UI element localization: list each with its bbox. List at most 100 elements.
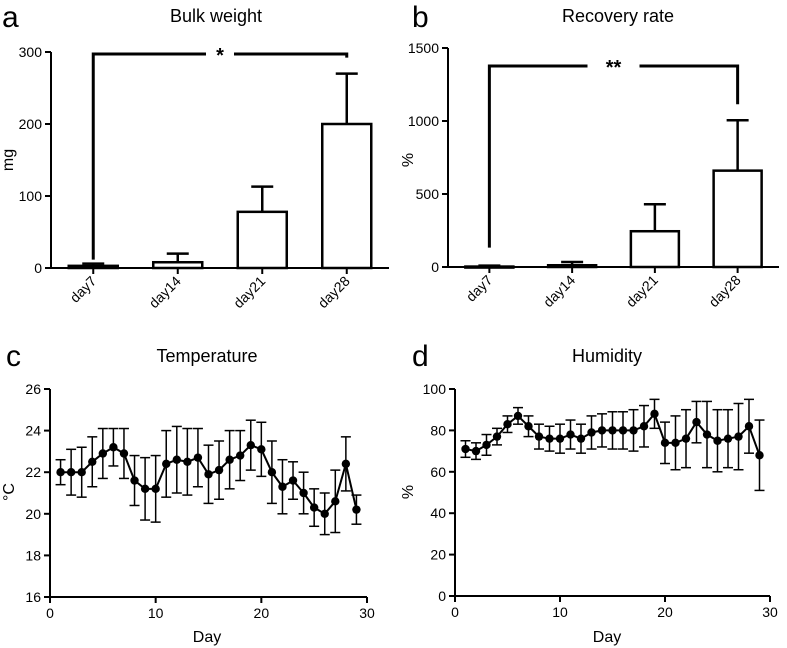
x-tick-label: 0	[46, 605, 54, 621]
x-tick-label: 10	[552, 604, 568, 620]
chart-title: Humidity	[572, 346, 642, 366]
y-tick-label: 100	[423, 381, 447, 397]
data-point	[513, 411, 523, 421]
y-tick-label: 500	[416, 186, 440, 202]
x-tick-label: day14	[146, 273, 184, 311]
bar	[546, 263, 598, 269]
data-point	[236, 451, 245, 460]
x-tick-label: 30	[359, 605, 375, 621]
significance-label: **	[606, 57, 622, 79]
bar	[320, 122, 373, 270]
bar	[629, 229, 681, 269]
x-tick-label: day28	[315, 273, 353, 311]
data-point	[288, 476, 298, 485]
y-tick-label: 24	[25, 423, 41, 439]
data-point	[151, 484, 160, 494]
y-tick-label: 1500	[408, 40, 439, 56]
panel-d-humidity: d Humidity % Day 0 20 40 60 80 100 0 10 20 30	[400, 340, 778, 646]
data-point	[98, 449, 108, 458]
x-tick-label: 30	[762, 604, 778, 620]
y-axis-label: mg	[0, 149, 17, 171]
data-point	[162, 459, 171, 469]
x-tick-label: day21	[230, 273, 268, 311]
data-point	[172, 455, 181, 464]
data-point	[597, 426, 607, 435]
chart-title: Recovery rate	[562, 6, 674, 26]
chart-title: Bulk weight	[170, 6, 262, 26]
significance-label: *	[216, 45, 224, 67]
chart-title: Temperature	[156, 346, 257, 366]
data-point	[492, 432, 502, 441]
data-point	[77, 468, 86, 477]
data-point	[618, 426, 628, 435]
x-axis-label: Day	[593, 629, 621, 646]
y-tick-label: 0	[438, 588, 446, 604]
data-point	[119, 449, 129, 458]
panel-label-b: b	[412, 1, 429, 34]
y-tick-label: 26	[25, 381, 41, 397]
data-point	[534, 432, 544, 441]
data-point	[671, 438, 680, 448]
y-tick-label: 40	[430, 505, 446, 521]
data-point	[225, 455, 234, 464]
data-point	[755, 451, 764, 460]
data-point	[482, 440, 491, 450]
x-tick-label: 20	[657, 604, 673, 620]
data-point	[66, 468, 76, 477]
data-point	[503, 419, 512, 429]
data-point	[713, 436, 722, 445]
data-point	[88, 457, 97, 466]
data-point	[587, 428, 596, 437]
data-point	[650, 409, 659, 419]
data-point	[639, 422, 649, 431]
data-point	[734, 432, 743, 441]
y-tick-label: 0	[431, 259, 439, 275]
x-tick-label: day28	[705, 272, 743, 310]
data-point	[352, 505, 361, 514]
data-point	[299, 488, 308, 498]
data-point	[56, 468, 65, 477]
y-tick-label: 20	[25, 506, 41, 522]
panel-c-temperature: c Temperature °C Day 16 18 20 22 24 26 0 10 20 30	[1, 340, 375, 646]
data-point	[576, 434, 586, 443]
data-point	[702, 430, 712, 439]
data-point	[214, 465, 224, 475]
x-tick-label: day21	[623, 272, 661, 310]
data-point	[660, 438, 670, 448]
data-point	[109, 443, 118, 452]
data-point	[309, 503, 319, 512]
data-point	[545, 434, 554, 443]
y-tick-label: 18	[25, 547, 41, 563]
data-point	[140, 484, 150, 494]
data-point	[471, 446, 481, 456]
bar	[712, 169, 763, 269]
y-tick-label: 100	[19, 188, 43, 204]
y-axis-label: %	[400, 485, 417, 499]
bar	[236, 210, 289, 270]
data-point	[331, 497, 340, 506]
panel-label-d: d	[412, 340, 429, 373]
x-tick-label: 10	[148, 605, 164, 621]
panel-label-c: c	[6, 340, 21, 373]
data-point	[723, 434, 733, 443]
x-tick-label: day7	[463, 272, 496, 305]
y-tick-label: 22	[25, 464, 41, 480]
data-point	[681, 434, 691, 443]
y-tick-label: 80	[430, 422, 446, 438]
data-point	[566, 430, 575, 439]
y-axis-label: °C	[1, 483, 18, 501]
data-point	[278, 482, 287, 491]
data-point	[524, 422, 533, 431]
data-point	[246, 440, 255, 450]
data-point	[744, 422, 754, 431]
data-point	[267, 468, 277, 477]
data-point	[204, 470, 213, 479]
x-tick-label: day14	[540, 272, 578, 310]
data-point	[193, 453, 203, 462]
y-tick-label: 0	[34, 260, 42, 276]
data-point	[692, 417, 701, 427]
panel-label-a: a	[2, 1, 19, 34]
data-point	[320, 509, 329, 518]
data-point	[130, 476, 139, 485]
